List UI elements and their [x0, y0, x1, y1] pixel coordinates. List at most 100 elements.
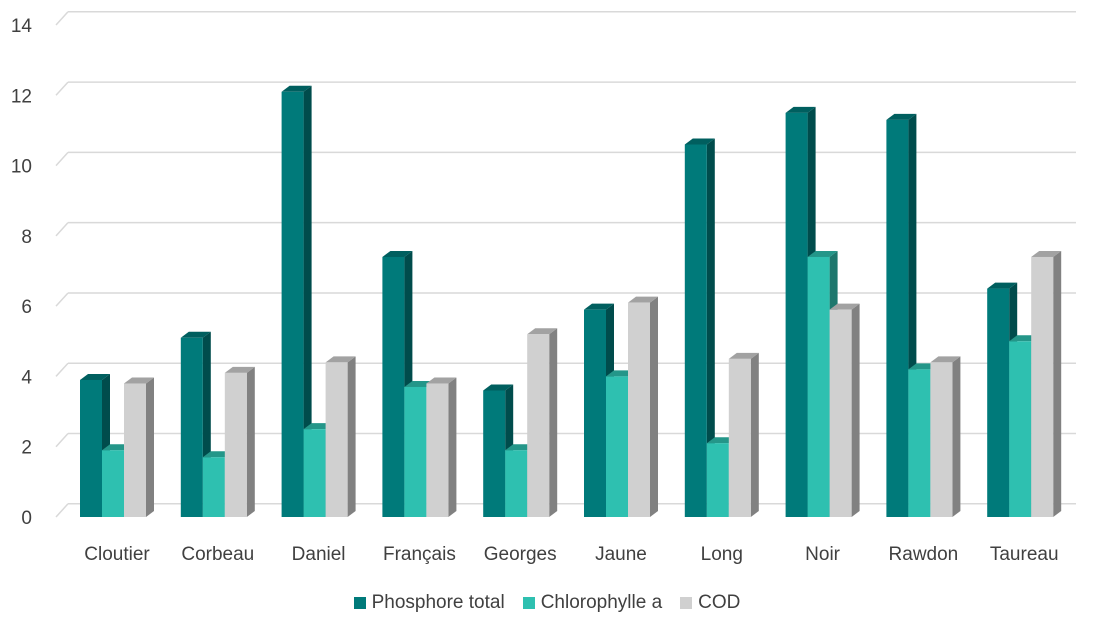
bar-side: [347, 356, 356, 517]
y-tick-label: 4: [21, 367, 32, 388]
legend-label-cod: COD: [698, 592, 741, 613]
bar-top: [281, 85, 312, 92]
bar: [325, 356, 356, 517]
bar-top: [80, 373, 110, 380]
bar: [930, 356, 961, 517]
bar-front: [303, 429, 326, 517]
x-tick-label: Noir: [805, 544, 841, 565]
bar-front: [1009, 341, 1032, 517]
bar-chart: 0 2 4 6 8 10 12 14 Cloutier Corbeau Daniel Français…: [11, 11, 1076, 565]
x-tick-label: Long: [701, 544, 743, 565]
bar-top: [987, 282, 1018, 289]
legend-label-chlorophylle: Chlorophylle a: [540, 592, 663, 613]
gridline-connector: [55, 151, 69, 167]
bar-front: [829, 309, 852, 517]
bar-top: [180, 331, 211, 338]
bar-side: [448, 377, 457, 517]
bar-front: [505, 450, 528, 517]
gridline-connector: [55, 292, 69, 307]
bar-top: [785, 106, 816, 113]
x-tick-label: Taureau: [990, 544, 1059, 565]
bar-side: [952, 356, 961, 517]
x-tick-label: Corbeau: [181, 544, 254, 565]
bar-top: [1031, 250, 1062, 257]
x-tick-label: Français: [383, 544, 456, 565]
bar-top: [124, 377, 154, 384]
legend: Phosphore total Chlorophylle a COD: [0, 592, 1094, 614]
bar-top: [807, 250, 838, 257]
bars: [80, 85, 1062, 518]
gridline-connector: [55, 81, 69, 96]
y-tick-label: 0: [21, 508, 32, 529]
bar-top: [684, 138, 715, 145]
bar-side: [851, 303, 860, 517]
bar-front: [202, 457, 225, 517]
bar-front: [584, 309, 606, 517]
bar-front: [706, 443, 729, 517]
y-tick-label: 14: [11, 16, 33, 37]
gridline-connector: [55, 222, 69, 237]
bar: [281, 85, 312, 518]
x-tick-label: Cloutier: [84, 544, 150, 565]
bar-side: [706, 138, 715, 517]
bar: [527, 328, 558, 517]
bar: [1031, 250, 1062, 517]
bar-top: [224, 366, 255, 373]
bar-front: [684, 144, 707, 517]
bar-side: [246, 366, 255, 517]
bar-side: [650, 296, 658, 517]
x-tick-label: Daniel: [292, 544, 346, 565]
x-tick-label: Rawdon: [889, 544, 959, 565]
bar-side: [146, 377, 154, 517]
bar-top: [886, 113, 917, 120]
bar-front: [930, 362, 953, 517]
bar-front: [527, 334, 550, 517]
bar: [224, 366, 255, 517]
bar-front: [80, 379, 102, 517]
bar-front: [102, 450, 124, 517]
x-tick-label: Georges: [484, 544, 557, 565]
gridline-connector: [55, 362, 69, 377]
y-tick-label: 2: [21, 438, 32, 459]
bar-side: [303, 85, 312, 518]
bar: [684, 138, 715, 517]
bar-top: [426, 377, 457, 384]
bar-front: [908, 369, 931, 517]
y-tick-label: 12: [11, 86, 32, 107]
gridline-connector: [55, 11, 69, 26]
bar: [728, 352, 759, 517]
bar-top: [930, 356, 961, 363]
bar-front: [180, 337, 203, 517]
bar-front: [785, 112, 808, 517]
bar-front: [987, 288, 1010, 517]
bar-front: [224, 372, 247, 517]
legend-swatch-phosphore: [353, 597, 366, 609]
bar: [829, 303, 860, 517]
bar: [426, 377, 457, 517]
x-tick-label: Jaune: [595, 544, 647, 565]
bar-top: [483, 384, 514, 391]
legend-item-cod: COD: [680, 592, 740, 614]
bar-front: [483, 390, 506, 517]
legend-item-phosphore: Phosphore total: [353, 592, 505, 614]
bar: [628, 296, 658, 517]
gridline-connector: [55, 433, 69, 448]
legend-item-chlorophylle: Chlorophylle a: [522, 592, 663, 614]
y-tick-label: 10: [11, 157, 32, 178]
bar: [124, 377, 154, 517]
bar-front: [807, 256, 830, 517]
bar-front: [628, 302, 650, 517]
y-tick-label: 6: [21, 297, 32, 318]
gridline-connector: [55, 503, 69, 518]
bar-front: [124, 383, 146, 517]
legend-swatch-cod: [680, 597, 693, 609]
bar-top: [829, 303, 860, 310]
bar-top: [628, 296, 658, 303]
bar-top: [527, 328, 558, 335]
bar-front: [426, 383, 449, 517]
bar-front: [606, 376, 628, 517]
bar-top: [584, 303, 614, 310]
bar-front: [382, 256, 405, 517]
bar-front: [728, 358, 751, 517]
